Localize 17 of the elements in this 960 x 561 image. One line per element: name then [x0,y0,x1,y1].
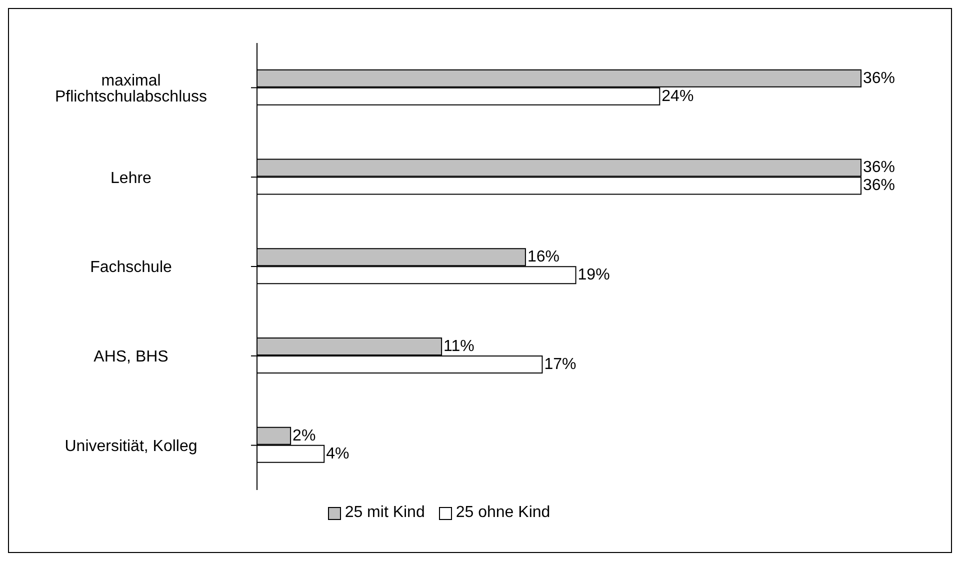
data-label: 2% [292,427,316,444]
data-label: 36% [863,177,896,194]
data-label: 19% [578,266,610,284]
y-tick-label: Lehre [110,170,152,187]
data-label: 36% [863,159,896,176]
data-label: 24% [662,88,694,105]
y-tick-label: maximal Pflichtschulabschluss [54,72,208,106]
data-label: 17% [544,356,576,374]
legend-label: 25 ohne Kind [454,504,550,522]
data-label: 16% [527,248,560,266]
legend-label: 25 mit Kind [344,504,425,522]
data-label: 11% [444,338,474,356]
data-label: 36% [863,70,896,87]
y-tick-label: AHS, BHS [94,348,168,366]
data-label: 4% [326,445,350,462]
y-tick-label: Universitiät, Kolleg [64,438,198,455]
y-tick-label: Fachschule [90,259,172,276]
